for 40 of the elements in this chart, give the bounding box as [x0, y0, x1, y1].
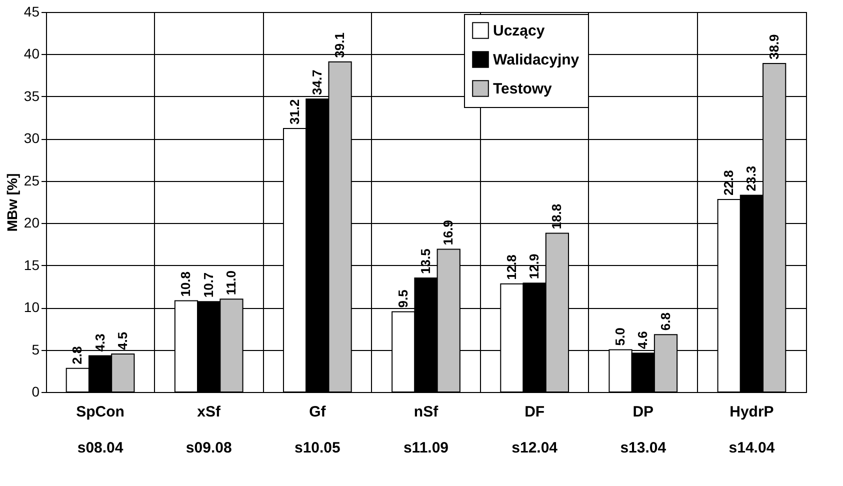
- data-label: 31.2: [286, 99, 302, 125]
- data-label: 12.8: [504, 254, 519, 280]
- category-label: DP s13.04: [620, 404, 666, 456]
- y-axis-title: MBw [%]: [4, 173, 20, 232]
- legend-label: Testowy: [493, 80, 553, 98]
- data-label: 23.3: [744, 166, 759, 192]
- data-label: 34.7: [309, 70, 324, 95]
- data-label: 6.8: [658, 312, 673, 331]
- category-label: xSf s09.08: [186, 404, 232, 456]
- data-label: 4.6: [635, 331, 650, 350]
- data-label: 4.5: [114, 332, 130, 350]
- data-label: 5.0: [612, 328, 628, 346]
- y-tick-label: 30: [24, 130, 40, 146]
- data-label: 10.7: [200, 272, 216, 298]
- y-tick-label: 0: [32, 384, 40, 400]
- data-label: 10.8: [178, 271, 194, 297]
- category-label: nSf s11.09: [403, 404, 449, 456]
- y-tick-label: 35: [24, 88, 40, 104]
- data-label: 39.1: [332, 32, 348, 58]
- y-tick-label: 45: [24, 4, 40, 20]
- y-tick-label: 40: [24, 46, 40, 62]
- data-label: 4.3: [92, 334, 108, 352]
- y-tick-label: 5: [32, 341, 40, 358]
- data-label: 12.9: [526, 254, 542, 280]
- data-label: 9.5: [395, 290, 410, 308]
- y-tick-label: 25: [24, 172, 40, 188]
- category-label: DF s12.04: [512, 404, 558, 456]
- data-label: 18.8: [549, 204, 564, 230]
- data-label: 22.8: [721, 170, 736, 196]
- category-label: HydrP s14.04: [728, 404, 775, 456]
- y-tick-label: 15: [24, 256, 40, 273]
- y-tick-label: 10: [24, 299, 40, 316]
- data-label: 11.0: [223, 270, 238, 296]
- legend-label: Walidacyjny: [493, 52, 580, 68]
- legend-label: Uczący: [493, 22, 546, 40]
- data-label: 16.9: [440, 220, 456, 246]
- category-label: Gf s10.05: [294, 404, 340, 456]
- data-label: 13.5: [418, 248, 433, 274]
- y-tick-label: 20: [24, 214, 40, 231]
- category-label: SpCon s08.04: [76, 404, 124, 456]
